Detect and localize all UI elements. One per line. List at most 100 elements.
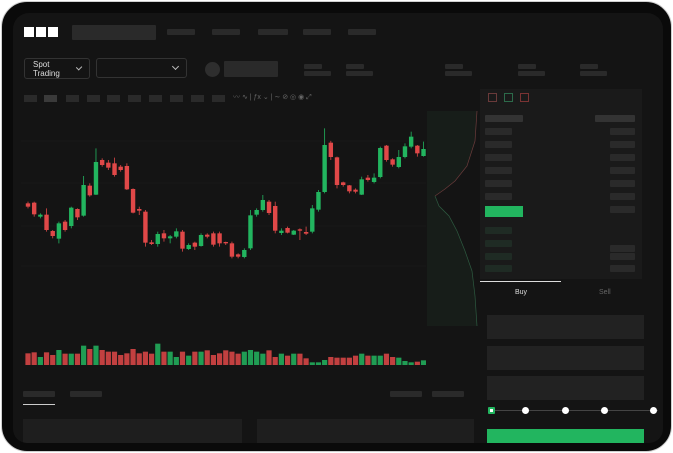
market-type-select[interactable]: Spot Trading xyxy=(24,58,90,79)
volume-bar xyxy=(229,351,235,365)
candle xyxy=(408,136,414,147)
nav-item[interactable] xyxy=(258,29,288,35)
total-input[interactable] xyxy=(487,376,644,400)
slider-step-100[interactable] xyxy=(650,407,657,414)
active-tab-underline xyxy=(23,404,55,405)
amount-slider[interactable] xyxy=(488,407,658,414)
nav-item[interactable] xyxy=(167,29,195,35)
ask-amount xyxy=(610,154,635,161)
candle xyxy=(161,233,167,239)
volume-bar xyxy=(297,353,303,365)
price-input[interactable] xyxy=(487,315,644,339)
ask-price xyxy=(485,154,512,161)
bid-price xyxy=(485,227,512,234)
volume-bar xyxy=(408,362,414,365)
volume-bar xyxy=(309,362,315,365)
bottom-tab[interactable] xyxy=(70,391,102,397)
candle xyxy=(365,177,371,180)
ask-price xyxy=(485,128,512,135)
slider-step-25[interactable] xyxy=(522,407,529,414)
bottom-action[interactable] xyxy=(390,391,422,397)
candle xyxy=(353,189,358,192)
nav-item[interactable] xyxy=(212,29,240,35)
volume-bar xyxy=(62,353,68,365)
candle xyxy=(31,202,37,215)
volume-bar xyxy=(235,353,241,365)
volume-bar xyxy=(365,355,371,365)
candle xyxy=(75,209,80,218)
ask-price xyxy=(485,193,512,200)
timeframe-button[interactable] xyxy=(170,95,183,102)
candle xyxy=(303,232,309,234)
candle xyxy=(254,210,259,215)
candle xyxy=(25,203,31,207)
order-book-bids-icon[interactable] xyxy=(504,93,513,102)
volume-bar xyxy=(371,355,377,365)
volume-bar xyxy=(346,357,352,365)
volume-bar xyxy=(74,353,81,365)
timeframe-button[interactable] xyxy=(87,95,100,102)
asks-depth-line xyxy=(434,111,478,197)
stat-label xyxy=(304,64,322,69)
volume-bar xyxy=(383,353,390,365)
volume-bar xyxy=(149,353,155,365)
candle xyxy=(291,230,296,235)
candle xyxy=(38,214,43,217)
volume-bar xyxy=(284,355,291,365)
slider-step-50[interactable] xyxy=(562,407,569,414)
ask-price xyxy=(485,141,512,148)
indicator-icon[interactable]: 〰 ∿ | ƒx ⌄ | ∼ ⊘ ◎ ◉ ⤢ xyxy=(233,94,312,101)
order-book-both-icon[interactable] xyxy=(488,93,497,102)
timeframe-button[interactable] xyxy=(66,95,79,102)
candle xyxy=(235,254,241,257)
tab-sell[interactable]: Sell xyxy=(599,289,611,296)
bottom-action[interactable] xyxy=(432,391,464,397)
timeframe-button[interactable] xyxy=(191,95,204,102)
volume-bar xyxy=(81,345,87,365)
candle xyxy=(56,223,62,239)
amount-input[interactable] xyxy=(487,346,644,370)
timeframe-button[interactable] xyxy=(128,95,141,102)
slider-handle[interactable] xyxy=(488,407,495,414)
volume-bar xyxy=(155,343,161,365)
buy-button[interactable] xyxy=(487,429,644,443)
candle xyxy=(137,209,142,211)
volume-bar xyxy=(359,353,365,365)
volume-bar xyxy=(50,355,56,365)
order-side-tabs: Buy Sell xyxy=(480,281,645,301)
timeframe-button[interactable] xyxy=(107,95,120,102)
volume-bar xyxy=(105,351,111,365)
candle xyxy=(167,236,173,239)
volume-bar xyxy=(130,349,136,365)
search-bar-placeholder[interactable] xyxy=(72,25,156,40)
candle xyxy=(347,185,352,192)
volume-bar xyxy=(25,353,31,365)
timeframe-button[interactable] xyxy=(212,95,225,102)
candle xyxy=(62,221,68,230)
volume-bar xyxy=(173,357,179,365)
stat-label xyxy=(518,64,536,69)
volume-bar xyxy=(111,351,118,365)
candle xyxy=(415,145,420,154)
volume-bar xyxy=(37,357,43,365)
candle xyxy=(297,229,303,231)
stat-label xyxy=(580,64,598,69)
candlestick-chart[interactable] xyxy=(21,111,426,371)
nav-item[interactable] xyxy=(303,29,331,35)
timeframe-button[interactable] xyxy=(149,95,162,102)
bottom-tab-orders[interactable] xyxy=(23,391,55,397)
slider-step-75[interactable] xyxy=(601,407,608,414)
pair-select[interactable] xyxy=(96,58,187,78)
order-book-asks-icon[interactable] xyxy=(520,93,529,102)
ask-price xyxy=(485,180,512,187)
candle xyxy=(279,230,284,233)
tab-buy[interactable]: Buy xyxy=(515,289,528,296)
timeframe-button[interactable] xyxy=(24,95,37,102)
timeframe-button[interactable] xyxy=(44,95,57,102)
candle xyxy=(371,177,377,182)
nav-item[interactable] xyxy=(348,29,376,35)
candle xyxy=(124,166,130,190)
volume-bar xyxy=(352,355,359,365)
candle xyxy=(248,215,253,249)
stat-label xyxy=(445,64,463,69)
